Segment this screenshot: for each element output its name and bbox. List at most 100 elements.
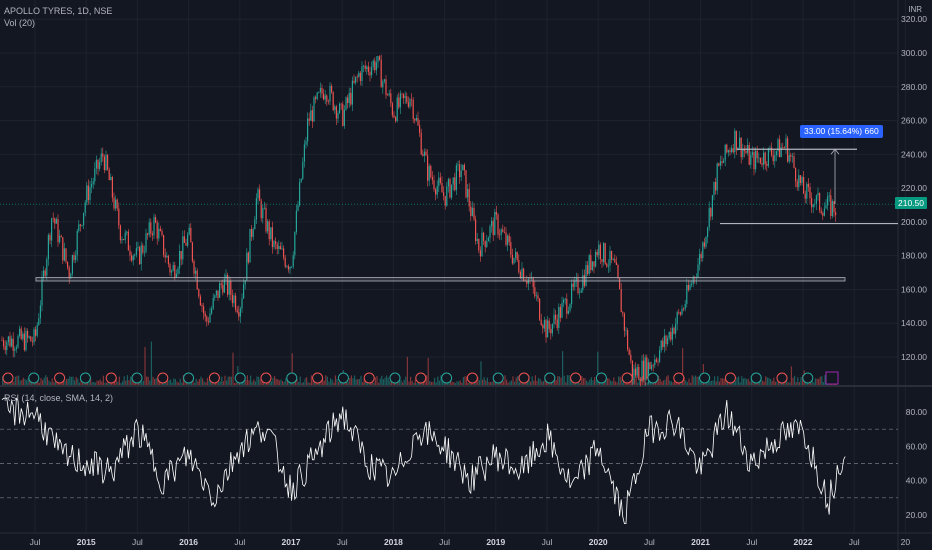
candle [190,227,192,243]
candle [150,222,152,234]
volume-bar [438,380,440,385]
rsi-legend[interactable]: RSI (14, close, SMA, 14, 2) [4,393,114,403]
volume-bar [512,376,514,385]
candle [598,244,600,256]
volume-bar [709,381,711,385]
volume-bar [435,382,437,385]
volume-bar [616,382,618,385]
candle [569,304,571,311]
candle [223,278,225,293]
candle [52,218,54,219]
volume-bar [144,346,146,385]
candle [660,340,662,351]
candle [255,198,257,220]
volume-bar [485,380,487,385]
candle [55,219,57,224]
candle [599,244,601,260]
volume-bar [38,382,40,385]
candle [291,266,293,268]
volume-bar [584,378,586,385]
candle [299,182,301,206]
candle [145,233,147,252]
symbol-legend[interactable]: APOLLO TYRES, 1D, NSE [4,6,113,16]
price-tick-label: 200.00 [901,217,927,227]
volume-bar [434,377,436,385]
candle [427,155,429,181]
volume-bar [403,379,405,385]
candle [657,361,659,363]
candle [439,177,441,184]
candle [687,285,689,290]
volume-bar [538,377,540,385]
volume-bar [603,381,605,385]
volume-legend[interactable]: Vol (20) [4,18,36,28]
candle [411,99,413,100]
volume-bar [720,378,722,385]
candle [243,284,245,299]
volume-bar [147,376,149,385]
volume-bar [70,376,72,385]
candle [377,56,379,63]
candle [499,234,501,236]
candle [121,239,123,241]
volume-bar [46,377,48,385]
volume-bar [227,376,229,385]
volume-bar [557,376,559,385]
candle [15,347,17,350]
volume-bar [362,382,364,385]
candle [265,207,267,232]
time-tick-label: Jul [132,537,143,547]
candle [822,213,824,216]
candle [33,329,35,343]
candle [259,189,261,201]
candle [699,253,701,265]
candle [713,181,715,196]
price-tick-label: 160.00 [901,284,927,294]
candle [676,312,678,324]
candle [433,180,435,190]
candle [750,154,752,165]
candle [148,222,150,235]
earnings-marker [2,372,14,384]
candle [547,320,549,338]
volume-bar [219,381,221,385]
volume-bar [339,380,341,385]
candle [191,242,193,261]
volume-bar [90,377,92,385]
volume-bar [152,376,154,385]
volume-bar [122,381,124,385]
volume-bar [813,382,815,385]
candle [615,262,617,266]
candle [132,255,134,261]
volume-bar [672,382,674,385]
candle [774,155,776,162]
candle [423,151,425,156]
candle [785,138,787,148]
candle [655,359,657,362]
volume-bar [763,381,765,385]
candle [251,228,253,237]
volume-bar [568,375,570,385]
candle [631,360,633,380]
candle [23,333,25,351]
candle [481,232,483,257]
candle [123,239,125,240]
candle [543,320,545,329]
candle [511,254,513,264]
candle [587,265,589,274]
volume-bar [386,375,388,385]
earnings-marker [724,372,736,384]
candle [305,141,307,145]
candle [623,313,625,331]
candle [732,148,734,153]
candle [212,297,214,309]
volume-bar [570,378,572,385]
volume-bar [458,381,460,385]
volume-bar [592,380,594,385]
candle [454,177,456,191]
volume-bar [203,381,205,385]
candle [683,308,685,310]
volume-bar [373,382,375,385]
candle [105,154,107,170]
